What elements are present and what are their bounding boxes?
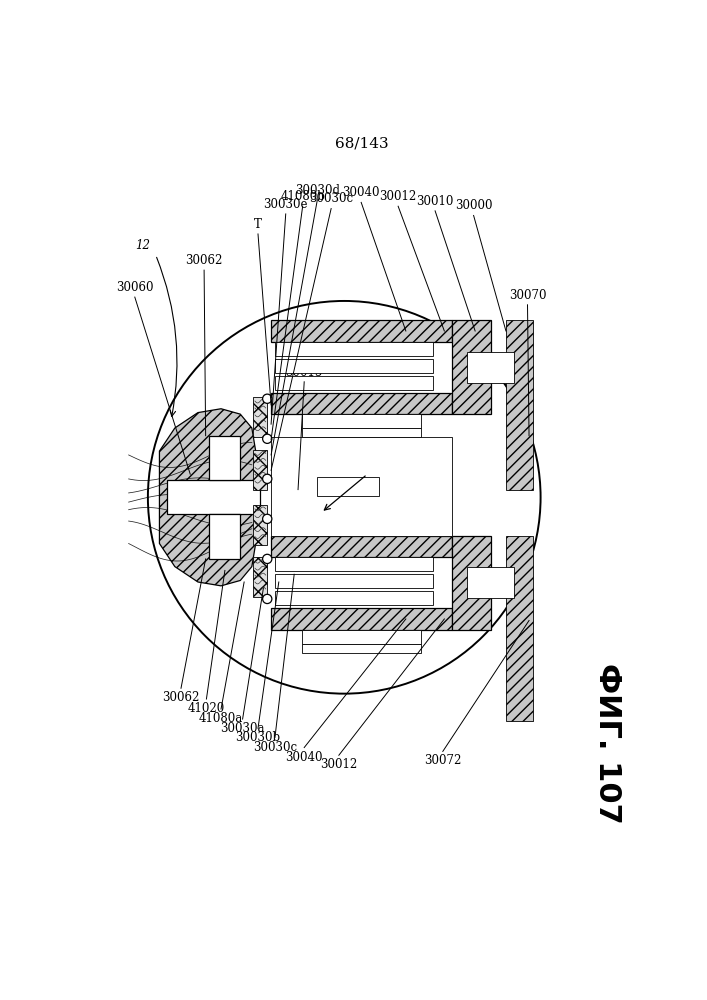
Text: 30060: 30060 (116, 281, 153, 294)
Circle shape (262, 554, 272, 564)
Text: 30062: 30062 (185, 254, 223, 267)
Text: 30030e: 30030e (264, 198, 308, 211)
Text: 12: 12 (135, 239, 150, 252)
Bar (467, 567, 514, 598)
Polygon shape (160, 409, 256, 586)
Bar (302, 414, 421, 428)
Bar (275, 342, 433, 356)
Bar (271, 320, 452, 342)
Bar (253, 557, 267, 597)
Circle shape (262, 434, 272, 443)
Text: 30030a: 30030a (221, 722, 265, 735)
Bar (167, 480, 259, 514)
Text: 30040: 30040 (286, 751, 323, 764)
Bar (467, 352, 514, 383)
Text: 68/143: 68/143 (335, 136, 389, 150)
Text: 41080a: 41080a (199, 712, 243, 725)
Bar (271, 437, 452, 536)
Bar (271, 536, 452, 557)
Bar (253, 505, 267, 545)
Bar (302, 630, 421, 644)
Text: ФИГ. 107: ФИГ. 107 (593, 663, 622, 824)
Text: 30010: 30010 (416, 195, 454, 208)
Bar (302, 428, 421, 437)
Text: 30015: 30015 (286, 366, 323, 379)
Bar (271, 608, 452, 630)
Text: 30040: 30040 (342, 186, 380, 199)
Text: 30070: 30070 (509, 289, 547, 302)
Text: 30012: 30012 (380, 190, 416, 203)
Text: 30030b: 30030b (235, 731, 281, 744)
Bar (275, 376, 433, 389)
Circle shape (262, 474, 272, 483)
Bar (253, 450, 267, 490)
Circle shape (262, 394, 272, 403)
Text: 41020: 41020 (188, 702, 225, 715)
Circle shape (262, 594, 272, 604)
Text: 30062: 30062 (163, 691, 199, 704)
Polygon shape (506, 536, 533, 721)
Text: T: T (254, 218, 262, 231)
Bar (452, 536, 491, 630)
Text: 41080b: 41080b (280, 190, 325, 203)
Circle shape (262, 514, 272, 523)
Bar (275, 359, 433, 373)
Bar (275, 591, 433, 605)
Bar (302, 644, 421, 653)
Text: 30030c: 30030c (309, 192, 354, 205)
Bar (271, 393, 452, 414)
Text: 30012: 30012 (320, 758, 358, 771)
Text: 30000: 30000 (455, 199, 492, 212)
Bar (275, 557, 433, 571)
Text: 30030c: 30030c (253, 741, 297, 754)
Bar (452, 320, 491, 414)
Bar (253, 397, 267, 437)
Bar (209, 514, 240, 559)
Bar (275, 574, 433, 588)
Bar (317, 477, 379, 496)
Text: 30030d: 30030d (295, 184, 340, 197)
Polygon shape (506, 320, 533, 490)
Bar (209, 436, 240, 480)
Text: 30072: 30072 (424, 754, 462, 767)
